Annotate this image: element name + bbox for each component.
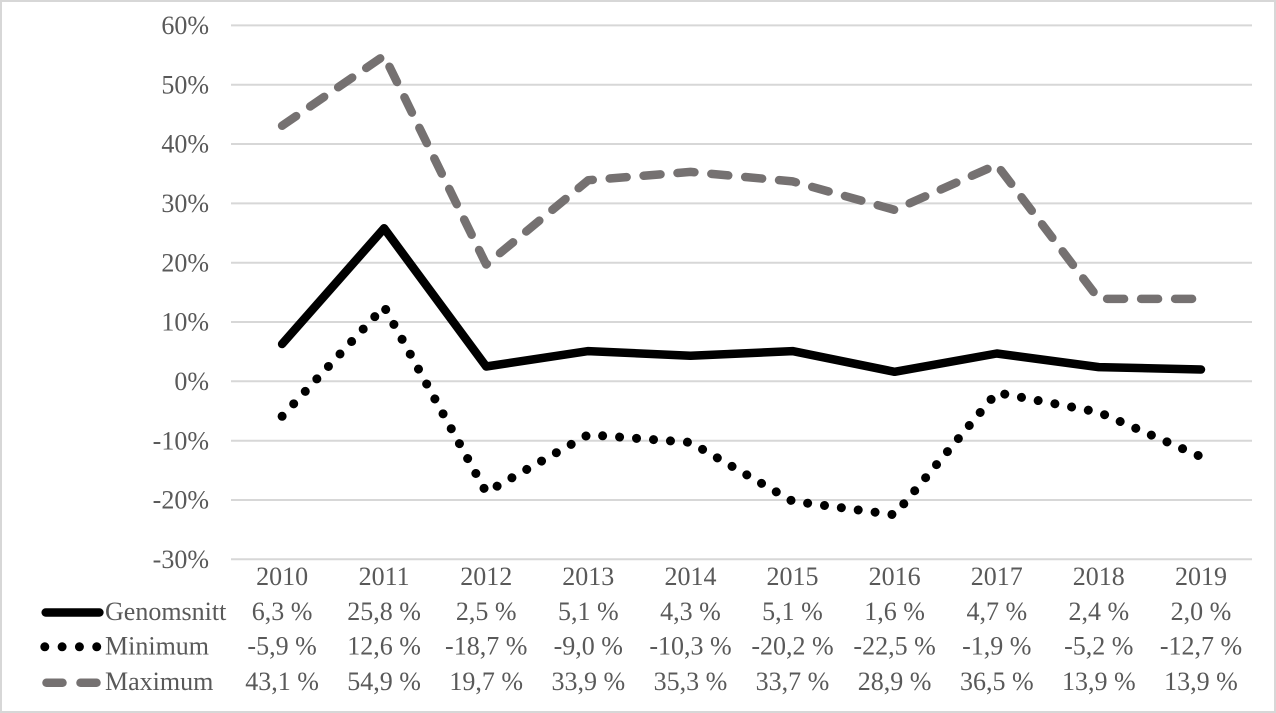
svg-text:2012: 2012: [460, 562, 512, 591]
svg-text:Minimum: Minimum: [105, 632, 209, 661]
svg-text:Genomsnitt: Genomsnitt: [105, 597, 227, 626]
svg-text:12,6 %: 12,6 %: [347, 632, 421, 661]
svg-text:30%: 30%: [161, 189, 209, 218]
svg-text:-22,5 %: -22,5 %: [853, 632, 935, 661]
svg-text:13,9 %: 13,9 %: [1062, 667, 1136, 696]
svg-text:10%: 10%: [161, 308, 209, 337]
svg-text:6,3 %: 6,3 %: [252, 597, 313, 626]
svg-text:4,3 %: 4,3 %: [660, 597, 721, 626]
svg-text:2013: 2013: [562, 562, 614, 591]
svg-text:2010: 2010: [256, 562, 308, 591]
svg-text:2015: 2015: [767, 562, 819, 591]
svg-text:33,7 %: 33,7 %: [756, 667, 830, 696]
svg-text:2,4 %: 2,4 %: [1068, 597, 1129, 626]
svg-text:-5,2 %: -5,2 %: [1064, 632, 1133, 661]
svg-text:43,1 %: 43,1 %: [245, 667, 319, 696]
svg-text:-1,9 %: -1,9 %: [962, 632, 1031, 661]
svg-text:2017: 2017: [971, 562, 1023, 591]
svg-text:-10%: -10%: [153, 426, 209, 455]
svg-text:-10,3 %: -10,3 %: [649, 632, 731, 661]
svg-text:5,1 %: 5,1 %: [762, 597, 823, 626]
svg-text:2014: 2014: [665, 562, 717, 591]
svg-text:2018: 2018: [1073, 562, 1125, 591]
svg-text:50%: 50%: [161, 70, 209, 99]
svg-text:25,8 %: 25,8 %: [347, 597, 421, 626]
svg-text:-12,7 %: -12,7 %: [1160, 632, 1242, 661]
svg-text:19,7 %: 19,7 %: [449, 667, 523, 696]
svg-text:1,6 %: 1,6 %: [864, 597, 925, 626]
svg-text:2019: 2019: [1175, 562, 1227, 591]
svg-text:-20%: -20%: [153, 486, 209, 515]
svg-text:36,5 %: 36,5 %: [960, 667, 1034, 696]
svg-text:2016: 2016: [869, 562, 921, 591]
svg-text:-18,7 %: -18,7 %: [445, 632, 527, 661]
svg-text:13,9 %: 13,9 %: [1164, 667, 1238, 696]
svg-text:2,5 %: 2,5 %: [456, 597, 517, 626]
svg-text:33,9 %: 33,9 %: [551, 667, 625, 696]
svg-text:Maximum: Maximum: [105, 667, 213, 696]
svg-text:-5,9 %: -5,9 %: [247, 632, 316, 661]
svg-text:5,1 %: 5,1 %: [558, 597, 619, 626]
svg-text:-30%: -30%: [153, 545, 209, 574]
svg-text:20%: 20%: [161, 248, 209, 277]
svg-text:2,0 %: 2,0 %: [1171, 597, 1232, 626]
svg-text:35,3 %: 35,3 %: [654, 667, 728, 696]
svg-text:54,9 %: 54,9 %: [347, 667, 421, 696]
svg-text:2011: 2011: [359, 562, 410, 591]
svg-text:60%: 60%: [161, 11, 209, 40]
svg-text:-20,2 %: -20,2 %: [751, 632, 833, 661]
svg-text:4,7 %: 4,7 %: [966, 597, 1027, 626]
svg-text:0%: 0%: [174, 367, 209, 396]
svg-text:-9,0 %: -9,0 %: [554, 632, 623, 661]
svg-text:28,9 %: 28,9 %: [858, 667, 932, 696]
svg-text:40%: 40%: [161, 130, 209, 159]
